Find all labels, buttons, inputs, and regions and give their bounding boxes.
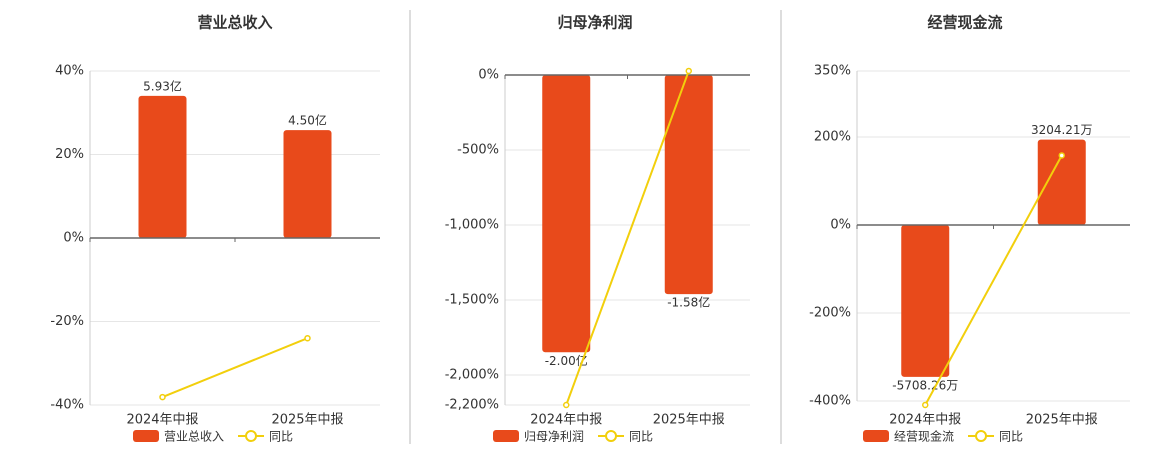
y-tick-label: -200% — [809, 306, 851, 321]
y-tick-label: 40% — [55, 64, 84, 79]
y-tick-label: -1,500% — [445, 293, 499, 308]
line-point — [1058, 152, 1065, 159]
legend-label: 同比 — [629, 430, 653, 444]
x-tick-label: 2024年中报 — [889, 413, 961, 428]
value-label: -5708.26万 — [892, 378, 958, 392]
line-point — [685, 67, 692, 75]
legend-swatch — [975, 430, 988, 442]
chart-title: 经营现金流 — [927, 14, 1002, 32]
legend-label: 归母净利润 — [524, 430, 584, 444]
line — [924, 155, 1063, 406]
value-label: -1.58亿 — [667, 295, 710, 310]
y-tick-label: 20% — [55, 147, 84, 162]
y-tick-label: -400% — [809, 394, 851, 409]
bar — [664, 75, 713, 295]
value-label: 4.50亿 — [288, 113, 327, 128]
line-point — [563, 401, 570, 409]
legend-label: 同比 — [269, 430, 293, 444]
y-tick-label: -1,000% — [445, 218, 499, 233]
y-tick-label: -40% — [50, 398, 84, 413]
y-tick-label: 0% — [478, 68, 499, 83]
y-tick-label: -500% — [457, 143, 499, 158]
x-tick-label: 2024年中报 — [530, 413, 602, 428]
x-tick-label: 2025年中报 — [271, 413, 343, 428]
chart-title: 归母净利润 — [557, 14, 632, 32]
bar — [901, 224, 950, 377]
x-tick-label: 2024年中报 — [126, 413, 198, 428]
legend-swatch — [493, 430, 519, 442]
legend-label: 经营现金流 — [894, 429, 954, 444]
line-point — [304, 334, 311, 342]
legend-label: 同比 — [999, 430, 1023, 444]
chart-title: 营业总收入 — [197, 14, 272, 32]
y-tick-label: -20% — [50, 314, 84, 329]
bar — [542, 75, 591, 353]
line-point — [922, 401, 929, 409]
x-tick-label: 2025年中报 — [1026, 413, 1098, 428]
legend-swatch — [863, 430, 889, 442]
y-tick-label: -2,000% — [445, 368, 499, 383]
bar — [283, 130, 332, 238]
line — [162, 337, 308, 398]
value-label: -2.00亿 — [545, 353, 588, 368]
legend-label: 营业总收入 — [164, 430, 224, 444]
value-label: 5.93亿 — [143, 78, 182, 93]
value-label: 3204.21万 — [1031, 123, 1093, 137]
x-tick-label: 2025年中报 — [653, 413, 725, 428]
line-point — [159, 393, 166, 401]
y-tick-label: 0% — [63, 231, 84, 246]
y-tick-label: 0% — [830, 218, 851, 233]
bar — [1037, 139, 1086, 225]
legend-swatch — [245, 430, 258, 442]
y-tick-label: 350% — [814, 64, 851, 79]
y-tick-label: -2,200% — [445, 398, 499, 413]
line — [565, 70, 690, 406]
y-tick-label: 200% — [814, 130, 851, 145]
bar — [138, 95, 187, 239]
legend-swatch — [133, 430, 159, 442]
legend-swatch — [605, 430, 618, 442]
